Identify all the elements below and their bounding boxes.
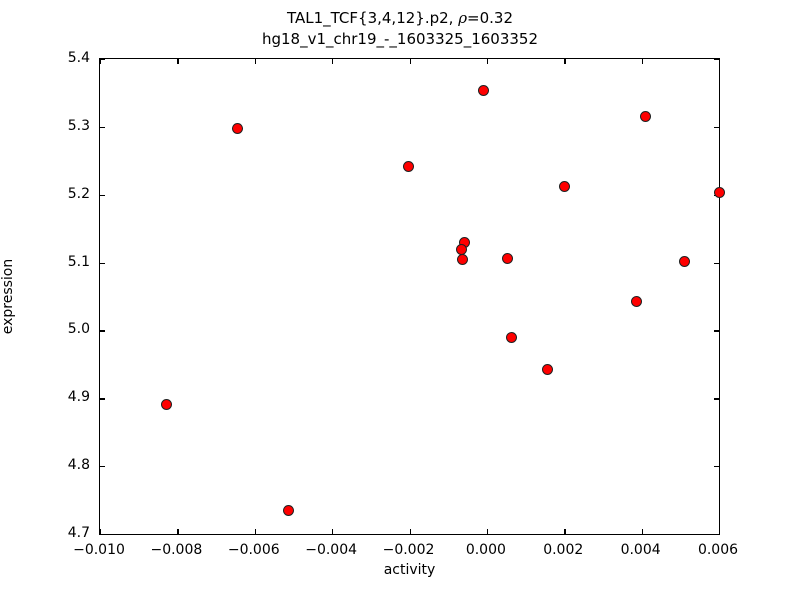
x-axis-label: activity <box>383 562 436 578</box>
x-tick-mark-top <box>409 59 411 64</box>
x-tick-label: −0.002 <box>382 542 435 558</box>
y-tick-mark-right <box>714 466 719 468</box>
y-tick-label: 4.7 <box>67 525 90 541</box>
x-tick-mark <box>332 529 334 534</box>
y-tick-label: 5.2 <box>67 185 90 202</box>
y-tick-label: 5.1 <box>67 253 90 270</box>
x-tick-mark <box>100 529 102 534</box>
scatter-point <box>631 295 643 307</box>
plot-axes-frame <box>99 58 725 536</box>
x-tick-mark <box>486 529 489 534</box>
y-tick-mark <box>100 59 105 61</box>
x-tick-mark-top <box>564 59 566 64</box>
x-tick-label: 0.004 <box>620 542 661 558</box>
scatter-point <box>231 123 243 135</box>
rho-value: =0.32 <box>467 9 513 27</box>
y-tick-mark <box>100 262 105 264</box>
scatter-point <box>506 331 518 343</box>
scatter-point <box>541 363 553 375</box>
scatter-point <box>679 256 691 268</box>
y-tick-mark <box>100 466 105 468</box>
title-motif-name: TAL1_TCF{3,4,12}.p2, <box>286 9 459 27</box>
y-axis-label: expression <box>0 258 16 335</box>
x-tick-mark <box>254 529 257 534</box>
y-tick-mark <box>100 194 105 196</box>
chart-title-line-2: hg18_v1_chr19_-_1603325_1603352 <box>261 30 539 48</box>
scatter-point <box>283 505 295 517</box>
x-tick-label: −0.004 <box>305 542 358 558</box>
y-tick-label: 4.9 <box>67 389 90 406</box>
x-axis-tick-labels: −0.010 −0.008 −0.006 −0.004 −0.002 0.000 0.002… <box>73 535 738 559</box>
y-tick-mark <box>100 126 105 129</box>
scatter-plot-area <box>100 59 725 536</box>
x-tick-mark-top <box>177 59 179 64</box>
y-tick-mark-right <box>714 330 719 332</box>
y-tick-mark <box>100 330 105 332</box>
scatter-point <box>713 186 725 198</box>
x-tick-label: 0.002 <box>543 542 584 558</box>
y-tick-mark-right <box>714 398 719 400</box>
y-tick-mark-right <box>714 59 719 61</box>
y-axis-tick-labels: 4.7 4.8 4.9 5.0 5.1 5.2 5.3 5.4 <box>0 50 99 541</box>
x-tick-mark-top <box>100 59 102 64</box>
scatter-point <box>457 254 469 266</box>
scatter-point <box>161 398 173 410</box>
x-tick-label: −0.006 <box>227 542 280 558</box>
scatter-point <box>501 253 513 264</box>
x-tick-mark-top <box>719 59 721 64</box>
y-tick-label: 5.4 <box>67 50 90 66</box>
scatter-point <box>478 84 490 96</box>
x-tick-mark <box>641 529 643 534</box>
x-tick-label: −0.010 <box>73 542 125 558</box>
x-tick-mark <box>409 529 411 534</box>
x-tick-mark <box>719 529 721 534</box>
x-tick-mark-top <box>332 59 334 64</box>
x-tick-mark-top <box>641 59 643 64</box>
y-tick-label: 5.3 <box>67 117 90 134</box>
y-tick-label: 4.8 <box>67 457 90 474</box>
x-tick-label: 0.000 <box>465 542 506 558</box>
chart-title-line-1: TAL1_TCF{3,4,12}.p2, ρ=0.32 <box>0 8 800 29</box>
x-tick-mark <box>177 529 179 534</box>
y-tick-mark <box>100 398 105 400</box>
x-tick-mark <box>564 529 566 534</box>
x-tick-mark-top <box>486 59 489 64</box>
scatter-point <box>402 160 414 172</box>
scatter-point <box>558 181 570 193</box>
y-tick-label: 5.0 <box>67 321 90 338</box>
scatter-point <box>640 111 652 123</box>
x-tick-label: −0.008 <box>150 542 203 558</box>
chart-title: TAL1_TCF{3,4,12}.p2, ρ=0.32 hg18_v1_chr1… <box>0 8 800 50</box>
y-tick-mark-right <box>714 126 719 129</box>
y-tick-mark-right <box>714 262 719 264</box>
x-tick-label: 0.006 <box>697 542 739 558</box>
rho-symbol: ρ <box>458 9 468 27</box>
x-tick-mark-top <box>254 59 257 64</box>
y-tick-mark <box>100 534 105 536</box>
y-tick-mark-right <box>714 534 719 536</box>
